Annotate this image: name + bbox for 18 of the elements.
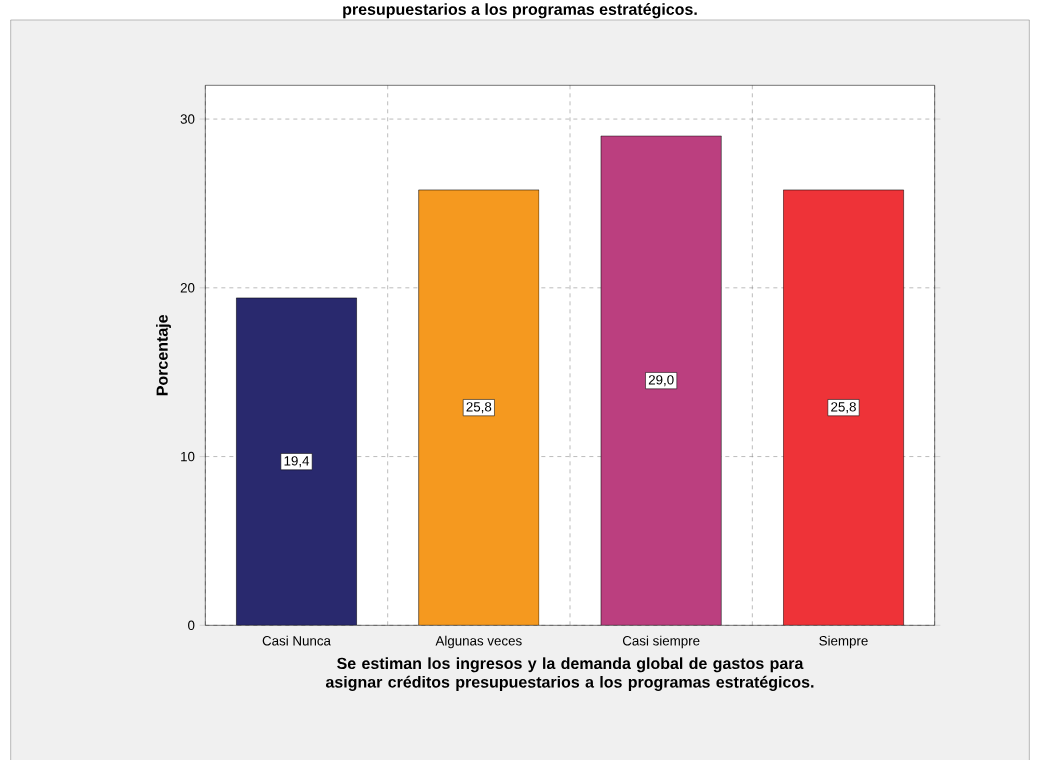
data-label: 25,8 [466,402,492,414]
bar [418,189,540,626]
chart-title: presupuestarios a los programas estratégicos. [343,3,697,19]
data-label: 25,8 [831,402,856,414]
y-axis-title: Porcentaje [156,314,171,396]
bar [783,189,904,626]
y-tick-label: 10 [181,451,195,462]
x-tick-label: Siempre [819,635,868,649]
data-label: 29,0 [648,375,674,387]
bar [236,297,357,626]
x-tick-label: Casi Nunca [262,635,331,646]
x-axis-title: Se estiman los ingresos y la demanda global de gastos para asignar créditos presupuestarios a los programas estratégicos. [325,657,814,691]
x-tick-label: Casi siempre [622,635,700,649]
data-label: 19,4 [284,456,310,468]
y-tick-label: 20 [180,283,195,293]
x-tick-label: Algunas veces [435,635,522,649]
y-tick-label: 0 [188,620,195,631]
y-tick-label: 30 [180,114,195,124]
